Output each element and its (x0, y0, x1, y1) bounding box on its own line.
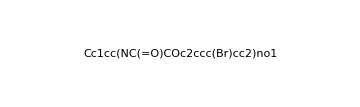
Text: Cc1cc(NC(=O)COc2ccc(Br)cc2)no1: Cc1cc(NC(=O)COc2ccc(Br)cc2)no1 (83, 48, 277, 59)
